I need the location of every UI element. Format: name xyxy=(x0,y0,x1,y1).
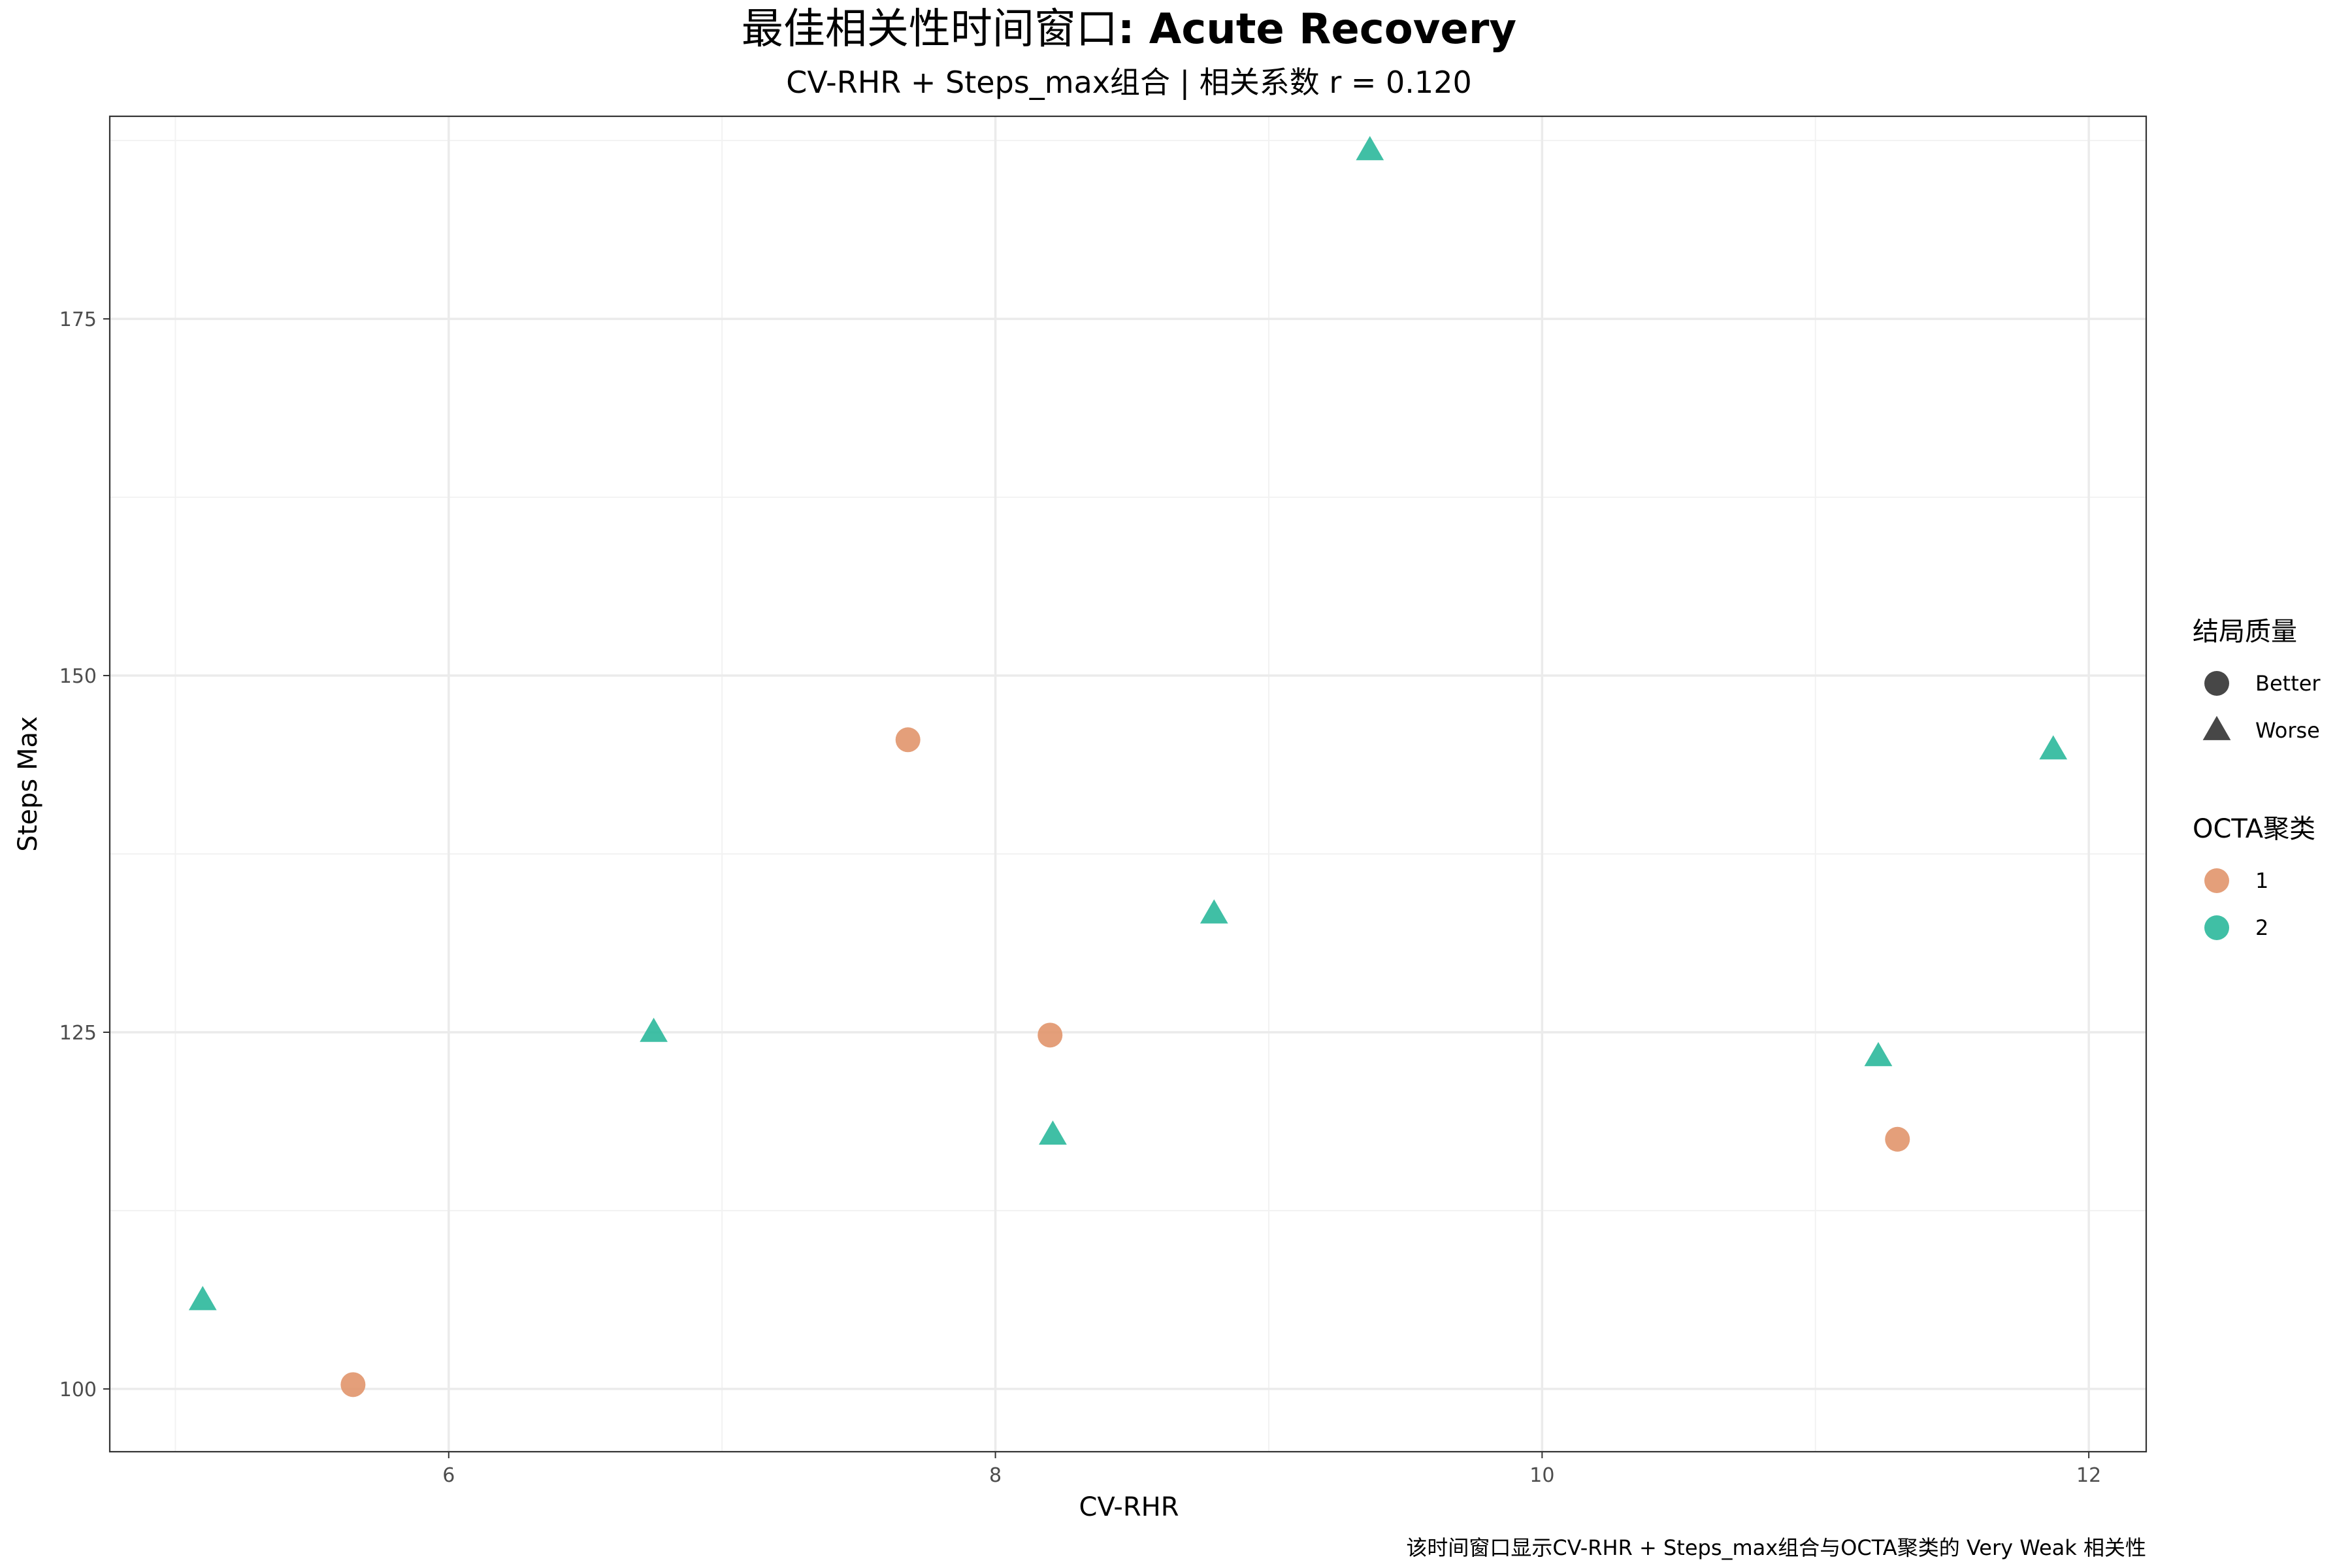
grid-major xyxy=(110,116,2146,1452)
x-tick-label: 8 xyxy=(989,1464,1002,1487)
x-axis-title: CV-RHR xyxy=(1079,1492,1179,1522)
legend-cluster: OCTA聚类 1 2 xyxy=(2193,814,2315,940)
legend-key-cluster-2 xyxy=(2204,915,2229,940)
data-point-cluster-2-worse xyxy=(1039,1120,1067,1145)
legend-label-cluster-2: 2 xyxy=(2255,915,2268,940)
chart-title: 最佳相关性时间窗口: Acute Recovery xyxy=(742,5,1516,54)
chart-subtitle: CV-RHR + Steps_max组合 | 相关系数 r = 0.120 xyxy=(786,65,1471,101)
legend-cluster-title: OCTA聚类 xyxy=(2193,814,2315,844)
legend-key-worse xyxy=(2202,715,2231,740)
data-point-cluster-1-better xyxy=(340,1372,366,1397)
data-point-cluster-2-worse xyxy=(1864,1041,1893,1066)
legend-label-cluster-1: 1 xyxy=(2255,868,2268,893)
data-point-cluster-2-worse xyxy=(640,1017,668,1042)
data-point-cluster-2-worse xyxy=(1356,136,1384,161)
x-axis: 6 8 10 12 xyxy=(442,1452,2101,1487)
y-tick-label: 100 xyxy=(59,1379,97,1401)
x-tick-label: 12 xyxy=(2076,1464,2101,1487)
legend-key-better xyxy=(2204,671,2229,696)
x-tick-label: 10 xyxy=(1529,1464,1554,1487)
panel-border xyxy=(108,115,2148,1453)
legend-outcome: 结局质量 Better Worse xyxy=(2193,617,2321,743)
legend-label-worse: Worse xyxy=(2255,718,2320,743)
legend-outcome-title: 结局质量 xyxy=(2193,617,2297,647)
data-point-cluster-2-worse xyxy=(1200,899,1228,924)
plot-panel xyxy=(108,115,2148,1453)
panel-background xyxy=(110,116,2146,1452)
data-point-cluster-1-better xyxy=(895,727,921,753)
data-point-cluster-2-worse xyxy=(2039,735,2068,760)
data-point-cluster-1-better xyxy=(1885,1126,1910,1152)
legend-key-cluster-1 xyxy=(2204,868,2229,893)
y-axis-title: Steps Max xyxy=(13,716,43,851)
chart-caption: 该时间窗口显示CV-RHR + Steps_max组合与OCTA聚类的 Very… xyxy=(1406,1535,2146,1560)
chart-title-cn: 最佳相关性时间窗口 xyxy=(742,5,1118,54)
legend-label-better: Better xyxy=(2255,671,2321,696)
y-axis: 100 125 150 175 xyxy=(59,308,110,1401)
y-tick-label: 175 xyxy=(59,308,97,331)
data-point-cluster-2-worse xyxy=(188,1286,217,1311)
chart-title-bold: : Acute Recovery xyxy=(1118,5,1516,54)
y-tick-label: 125 xyxy=(59,1022,97,1045)
data-point-cluster-1-better xyxy=(1037,1022,1063,1048)
x-tick-label: 6 xyxy=(442,1464,455,1487)
data-points xyxy=(188,136,2068,1397)
y-tick-label: 150 xyxy=(59,665,97,688)
